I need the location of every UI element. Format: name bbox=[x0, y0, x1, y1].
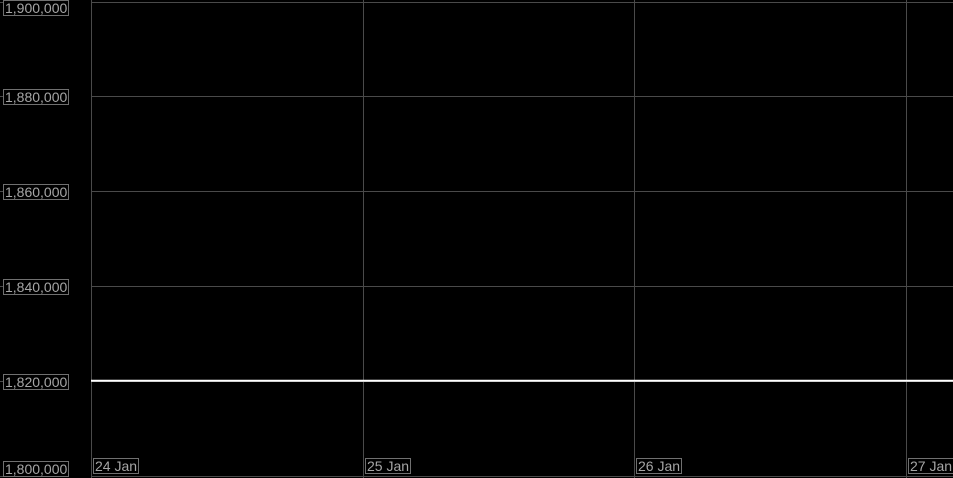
y-tick-label: 1,880,000 bbox=[3, 88, 70, 105]
x-tick-label: 24 Jan bbox=[93, 458, 140, 474]
y-tick-label: 1,820,000 bbox=[3, 373, 70, 390]
y-tick-label: 1,800,000 bbox=[3, 461, 70, 477]
y-tick-label: 1,900,000 bbox=[3, 0, 70, 16]
y-tick-label: 1,860,000 bbox=[3, 183, 70, 200]
x-tick-label: 27 Jan bbox=[908, 458, 953, 474]
y-tick-label: 1,840,000 bbox=[3, 278, 70, 295]
x-tick-label: 25 Jan bbox=[365, 458, 412, 474]
x-tick-label: 26 Jan bbox=[636, 458, 683, 474]
